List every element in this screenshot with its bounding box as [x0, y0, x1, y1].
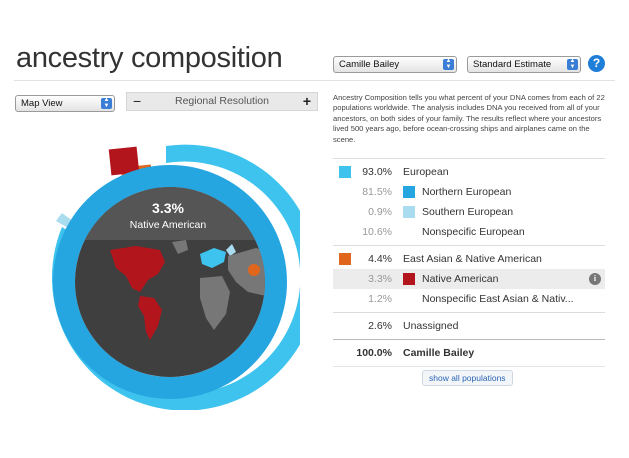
row-southern-european[interactable]: 0.9% Southern European [333, 202, 605, 222]
pct-unassigned: 2.6% [368, 320, 392, 332]
select-arrows-icon: ▲ ▼ [567, 58, 578, 70]
row-native-american[interactable]: 3.3% Native American i [333, 269, 605, 289]
profile-select[interactable]: Camille Bailey ▲ ▼ [333, 56, 457, 73]
east-asian-swatch [339, 253, 351, 265]
northern-european-inner-ring[interactable] [53, 165, 287, 399]
pct-native-american: 3.3% [368, 273, 392, 285]
name-southern-european: Southern European [422, 206, 514, 218]
description-text: Ancestry Composition tells you what perc… [333, 93, 605, 144]
pct-northern-european: 81.5% [362, 186, 392, 198]
native-american-swatch [403, 273, 415, 285]
pct-nonspecific-european: 10.6% [362, 226, 392, 238]
donut-percent: 3.3% [152, 200, 184, 216]
ancestry-donut-chart [52, 144, 300, 410]
profile-select-value: Camille Bailey [339, 59, 400, 70]
increase-resolution-button[interactable]: + [302, 93, 311, 109]
estimate-select[interactable]: Standard Estimate ▲ ▼ [467, 56, 581, 73]
pct-east-asian: 4.4% [368, 253, 392, 265]
name-unassigned: Unassigned [403, 320, 459, 332]
row-nonspecific-east-asian[interactable]: 1.2% Nonspecific East Asian & Nativ... [333, 289, 605, 309]
estimate-select-value: Standard Estimate [473, 59, 552, 70]
european-swatch [339, 166, 351, 178]
row-unassigned[interactable]: 2.6% Unassigned [333, 316, 605, 336]
info-icon[interactable]: i [589, 273, 601, 285]
name-european: European [403, 166, 449, 178]
native-american-segment[interactable] [108, 146, 140, 176]
donut-label: Native American [129, 219, 207, 231]
select-arrows-icon: ▲ ▼ [101, 97, 112, 109]
pct-nonspecific-east-asian: 1.2% [368, 293, 392, 305]
show-all-populations-button[interactable]: show all populations [422, 370, 513, 386]
northern-european-swatch [403, 186, 415, 198]
page-title: ancestry composition [16, 42, 283, 74]
row-total: 100.0% Camille Bailey [333, 343, 605, 363]
title-divider [14, 80, 615, 81]
view-select[interactable]: Map View ▲ ▼ [15, 95, 115, 112]
view-select-value: Map View [21, 98, 63, 109]
east-asian-map-marker[interactable] [248, 264, 260, 276]
select-arrows-icon: ▲ ▼ [443, 58, 454, 70]
ancestry-breakdown-table: 93.0% European 81.5% Northern European 0… [333, 158, 605, 370]
decrease-resolution-button[interactable]: − [133, 93, 142, 109]
row-european[interactable]: 93.0% European [333, 162, 605, 182]
name-nonspecific-european: Nonspecific European [422, 226, 525, 238]
name-east-asian: East Asian & Native American [403, 253, 542, 265]
pct-total: 100.0% [356, 347, 392, 359]
southern-european-swatch [403, 206, 415, 218]
help-icon[interactable]: ? [588, 55, 605, 72]
pct-southern-european: 0.9% [368, 206, 392, 218]
row-northern-european[interactable]: 81.5% Northern European [333, 182, 605, 202]
name-native-american: Native American [422, 273, 499, 285]
name-nonspecific-east-asian: Nonspecific East Asian & Nativ... [422, 293, 574, 305]
resolution-label: Regional Resolution [175, 95, 269, 107]
regional-resolution-control: − Regional Resolution + [126, 92, 318, 111]
name-total: Camille Bailey [403, 347, 475, 359]
row-east-asian-native-american[interactable]: 4.4% East Asian & Native American [333, 249, 605, 269]
row-nonspecific-european[interactable]: 10.6% Nonspecific European [333, 222, 605, 242]
name-northern-european: Northern European [422, 186, 512, 198]
pct-european: 93.0% [362, 166, 392, 178]
